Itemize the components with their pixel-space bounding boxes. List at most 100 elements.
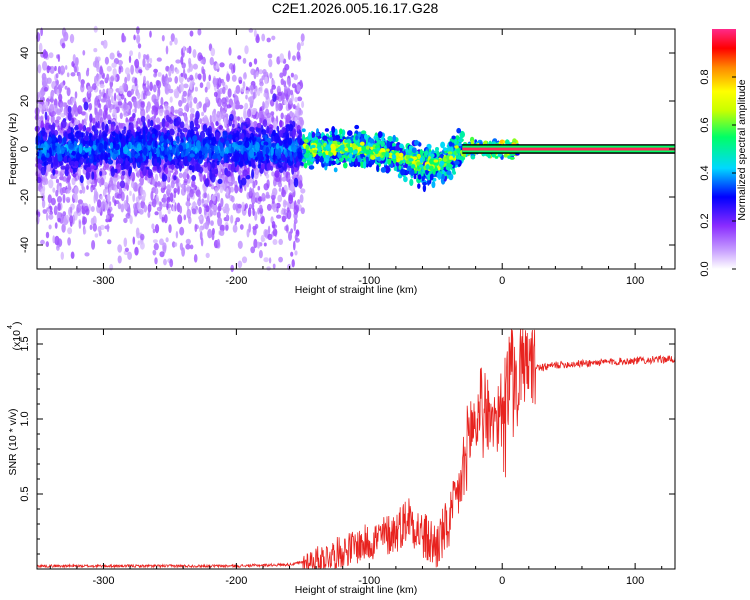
spectrogram-cell (218, 203, 222, 212)
spectrogram-cell (226, 73, 230, 81)
spectrogram-cell (293, 74, 299, 81)
spectrogram-cell (101, 121, 105, 131)
spectrogram-cell (211, 136, 217, 146)
spectrogram-cell (140, 233, 145, 241)
spectrogram-cell (172, 146, 175, 154)
spectrogram-cell (159, 135, 165, 142)
spectrogram-cell (194, 147, 198, 154)
spectrogram-cell (143, 85, 147, 92)
spectrogram-cell (134, 77, 138, 87)
spectrogram-cell (194, 86, 198, 92)
spectrogram-cell (188, 95, 193, 102)
spectrogram-cell (89, 153, 94, 163)
spectrogram-cell (237, 203, 242, 209)
spectrogram-cell (176, 136, 180, 144)
spectrogram-cell (278, 256, 283, 263)
spectrogram-cell (59, 65, 66, 75)
spectrogram-cell (100, 195, 103, 200)
spectrogram-cell (191, 174, 197, 182)
spectrogram-cell (275, 148, 278, 154)
spectrogram-cell (149, 119, 154, 127)
spectrogram-cell (281, 207, 285, 215)
spectrogram-cell (254, 223, 259, 229)
spectrogram-cell (125, 134, 129, 145)
spectrogram-cell (166, 184, 171, 190)
spectrogram-cell (270, 146, 274, 156)
spectrogram-cell (159, 251, 165, 258)
spectrogram-cell (85, 112, 88, 122)
spectrogram-cell (65, 196, 71, 203)
spectrogram-cell (136, 26, 140, 35)
spectrogram-cell (261, 129, 267, 136)
spectrogram-cell (169, 96, 173, 103)
spectrogram-cell (118, 187, 123, 196)
spectrogram-cell (203, 115, 209, 124)
spectrogram-cell (91, 171, 95, 180)
spectrogram-cell (253, 164, 256, 169)
spectrogram-cell (148, 151, 152, 160)
spectrogram-cell (44, 86, 48, 92)
spectrogram-cell (203, 146, 208, 154)
spectrogram-cell (255, 169, 258, 175)
spectrogram-cell (226, 104, 232, 109)
spectrogram-cell (136, 232, 142, 239)
spectrogram-cell (216, 238, 221, 248)
spectrogram-cell (218, 125, 224, 130)
spectrogram-cell (163, 214, 168, 224)
spectrogram-cell (138, 51, 141, 60)
spectrogram-cell (189, 189, 194, 198)
spectrogram-cell (219, 186, 223, 194)
spectrogram-cell (77, 123, 83, 131)
spectrogram-cell (52, 187, 56, 193)
spectrogram-cell (259, 117, 262, 124)
spectrogram-cell (256, 122, 262, 129)
spectrogram-cell (153, 73, 158, 78)
spectrogram-cell (204, 178, 209, 187)
spectrogram-cell (180, 56, 184, 65)
spectrogram-cell (142, 57, 146, 68)
spectrogram-cell (213, 78, 217, 88)
spectrogram-cell (217, 77, 222, 88)
spectrogram-cell (160, 146, 165, 152)
spectrogram-cell (157, 130, 161, 136)
spectrogram-cell (97, 99, 100, 108)
spectrogram-cell (296, 42, 301, 51)
spectrogram-cell (274, 170, 280, 178)
spectrogram-cell (110, 75, 115, 82)
spectrogram-cell (258, 111, 262, 120)
spectrogram-cell (193, 200, 196, 211)
spectrogram-cell (104, 154, 108, 161)
spectrogram-cell (142, 129, 146, 140)
spectrogram-cell (46, 115, 50, 122)
spectrogram-cell (231, 74, 237, 82)
spectrogram-cell (131, 135, 135, 145)
spectrogram-cell (228, 47, 232, 56)
spectrogram-cell (104, 77, 108, 83)
spectrogram-cell (71, 61, 75, 67)
spectrogram-cell (126, 194, 129, 204)
spectrogram-cell (199, 118, 203, 125)
spectrogram-cell (140, 108, 146, 118)
spectrogram-cell (277, 91, 282, 96)
spectrogram-cell (74, 119, 79, 128)
spectrogram-cell (287, 137, 293, 145)
spectrogram-cell (91, 240, 96, 250)
spectrogram-cell (61, 27, 67, 37)
spectrogram-cell (266, 162, 271, 171)
spectrogram-cell (272, 93, 277, 102)
spectrogram-cell (283, 99, 288, 106)
spectrogram-cell (84, 252, 90, 257)
spectrogram-cell (178, 111, 184, 117)
spectrogram-cell (153, 109, 157, 120)
spectrogram-cell (185, 149, 189, 156)
spectrogram-cell (136, 92, 141, 100)
spectrogram-cell (204, 192, 208, 199)
spectrogram-cell (230, 146, 235, 154)
spectrogram-cell (265, 173, 270, 179)
spectrogram-cell (200, 237, 204, 247)
spectrogram-cell (160, 96, 164, 106)
spectrogram-cell (50, 124, 55, 134)
spectrogram-cell (354, 124, 360, 130)
spectrogram-cell (72, 172, 77, 178)
